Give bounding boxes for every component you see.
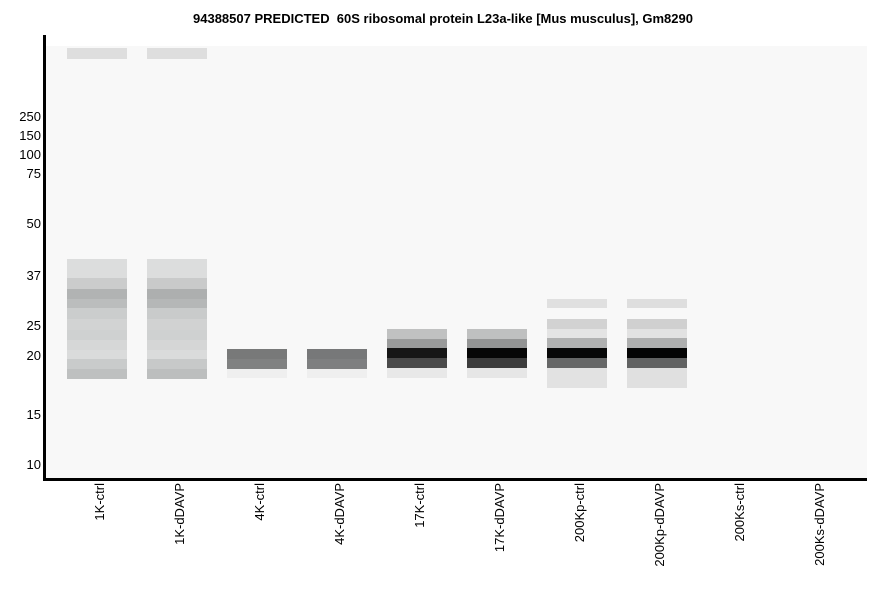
gel-band <box>387 358 447 368</box>
x-axis-lane-label: 1K-ctrl <box>92 483 107 521</box>
gel-band <box>547 358 607 368</box>
gel-band <box>467 339 527 348</box>
y-axis-tick-label: 100 <box>19 147 41 162</box>
gel-band <box>227 349 287 359</box>
gel-band <box>547 368 607 388</box>
gel-band <box>467 329 527 339</box>
x-axis-lane-label: 4K-ctrl <box>252 483 267 521</box>
gel-band <box>147 259 207 278</box>
gel-band <box>67 359 127 369</box>
gel-band <box>67 319 127 330</box>
gel-band <box>547 299 607 308</box>
gel-band <box>227 369 287 378</box>
x-axis-lane-label: 4K-dDAVP <box>332 483 347 545</box>
gel-band <box>147 359 207 369</box>
gel-band <box>67 369 127 379</box>
gel-band <box>467 358 527 368</box>
gel-band <box>147 289 207 299</box>
x-axis-lane-label: 200Ks-dDAVP <box>812 483 827 566</box>
gel-band <box>147 48 207 59</box>
gel-band <box>67 299 127 308</box>
gel-band <box>307 359 367 369</box>
gel-band <box>627 348 687 358</box>
gel-band <box>147 369 207 379</box>
gel-band <box>307 349 367 359</box>
gel-band <box>387 339 447 348</box>
gel-band <box>147 350 207 359</box>
x-axis-lane-label: 200Ks-ctrl <box>732 483 747 542</box>
gel-band <box>307 369 367 378</box>
x-axis-line <box>43 478 867 481</box>
y-axis-tick-label: 15 <box>26 407 41 422</box>
gel-band <box>147 278 207 289</box>
gel-band <box>67 340 127 350</box>
gel-band <box>627 319 687 329</box>
x-axis-lane-label: 17K-ctrl <box>412 483 427 528</box>
figure-title: 94388507 PREDICTED 60S ribosomal protein… <box>193 11 693 26</box>
y-axis-tick-label: 25 <box>26 318 41 333</box>
gel-band <box>227 359 287 369</box>
gel-band <box>147 299 207 308</box>
gel-band <box>67 278 127 289</box>
gel-band <box>67 308 127 319</box>
gel-band <box>627 329 687 338</box>
gel-band <box>467 348 527 358</box>
gel-band <box>147 340 207 350</box>
gel-band <box>67 48 127 59</box>
y-axis-line <box>43 35 46 481</box>
gel-band <box>627 358 687 368</box>
y-axis-tick-label: 250 <box>19 109 41 124</box>
gel-band <box>387 329 447 339</box>
gel-band <box>147 330 207 340</box>
gel-band <box>147 308 207 319</box>
gel-band <box>547 319 607 329</box>
gel-band <box>627 299 687 308</box>
gel-band <box>67 330 127 340</box>
gel-band <box>387 348 447 358</box>
y-axis-tick-label: 75 <box>26 166 41 181</box>
gel-band <box>67 259 127 278</box>
x-axis-lane-label: 200Kp-dDAVP <box>652 483 667 567</box>
x-axis-lane-label: 200Kp-ctrl <box>572 483 587 543</box>
y-axis-tick-label: 10 <box>26 457 41 472</box>
y-axis-tick-label: 37 <box>26 268 41 283</box>
gel-band <box>67 289 127 299</box>
gel-band <box>547 338 607 348</box>
y-axis-tick-label: 50 <box>26 216 41 231</box>
gel-band <box>547 348 607 358</box>
gel-band <box>67 350 127 359</box>
gel-band <box>467 368 527 378</box>
x-axis-lane-label: 1K-dDAVP <box>172 483 187 545</box>
gel-band <box>627 368 687 388</box>
gel-band <box>627 338 687 348</box>
gel-band <box>147 319 207 330</box>
x-axis-lane-label: 17K-dDAVP <box>492 483 507 553</box>
y-axis-tick-label: 150 <box>19 128 41 143</box>
y-axis-tick-label: 20 <box>26 348 41 363</box>
gel-band <box>387 368 447 378</box>
gel-band <box>547 329 607 338</box>
